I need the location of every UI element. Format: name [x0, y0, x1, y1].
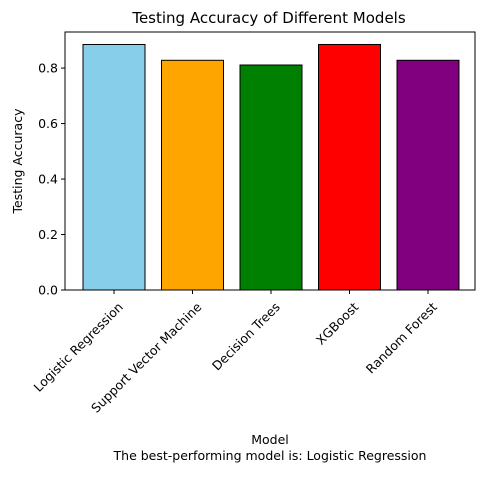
- plot-frame: [64, 31, 476, 291]
- y-tick-label: 0.4: [38, 172, 58, 187]
- bar-support-vector-machine: [161, 59, 224, 291]
- y-tick-label: 0.8: [38, 61, 58, 76]
- y-tick-label: 0.6: [38, 116, 58, 131]
- bar-logistic-regression: [82, 43, 146, 291]
- y-axis: 0.0 0.2 0.4 0.6 0.8: [38, 61, 65, 298]
- chart-title: Testing Accuracy of Different Models: [131, 9, 406, 27]
- y-tick-label: 0.0: [38, 283, 58, 298]
- best-model-note: The best-performing model is: Logistic R…: [113, 448, 427, 463]
- x-tick-label: XGBoost: [313, 299, 362, 348]
- x-tick-label: Random Forest: [363, 299, 440, 376]
- bars-group: [82, 43, 460, 291]
- x-tick-label: Decision Trees: [209, 299, 283, 373]
- bar-decision-trees: [239, 64, 303, 291]
- bar-xgboost: [318, 43, 381, 291]
- y-tick-label: 0.2: [38, 227, 58, 242]
- plot-area: 0.0 0.2 0.4 0.6 0.8 Logistic RegressionSuppo…: [31, 31, 476, 416]
- bar-random-forest: [396, 59, 460, 291]
- x-axis-label: Model: [251, 432, 289, 447]
- y-axis-label: Testing Accuracy: [10, 108, 25, 215]
